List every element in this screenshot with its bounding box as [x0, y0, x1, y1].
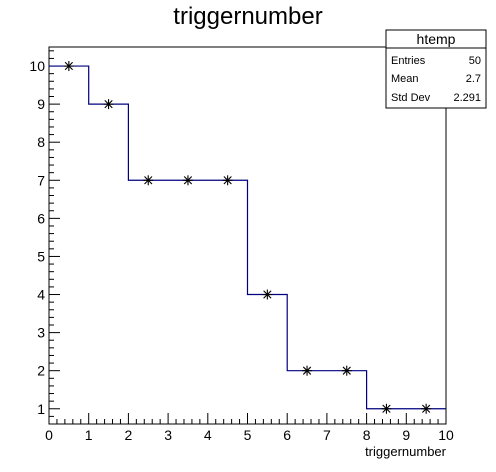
y-tick-label: 1 — [37, 401, 45, 417]
x-tick-label: 8 — [363, 427, 371, 443]
y-tick-label: 6 — [37, 210, 45, 226]
x-tick-label: 1 — [85, 427, 93, 443]
stats-box: htemp Entries 50 Mean 2.7 Std Dev 2.291 — [385, 29, 487, 109]
y-tick-label: 8 — [37, 134, 45, 150]
x-axis-title: triggernumber — [365, 444, 447, 459]
data-markers — [63, 61, 432, 414]
y-tick-label: 3 — [37, 325, 45, 341]
x-axis: 0 1 2 3 4 5 6 7 8 9 10 — [45, 413, 454, 443]
stats-entries-value: 50 — [469, 55, 481, 67]
x-tick-label: 6 — [283, 427, 291, 443]
data-point-marker — [421, 403, 432, 414]
data-point-marker — [381, 403, 392, 414]
data-point-marker — [222, 175, 233, 186]
x-tick-label: 3 — [164, 427, 172, 443]
y-tick-label: 2 — [37, 363, 45, 379]
y-tick-label: 4 — [37, 287, 45, 303]
data-point-marker — [103, 99, 114, 110]
x-tick-label: 10 — [438, 427, 454, 443]
data-point-marker — [182, 175, 193, 186]
x-tick-label: 9 — [402, 427, 410, 443]
stats-mean-value: 2.7 — [466, 73, 481, 85]
x-tick-label: 5 — [244, 427, 252, 443]
histogram-step-line — [49, 65, 446, 410]
y-tick-label: 10 — [29, 58, 45, 74]
data-point-marker — [262, 289, 273, 300]
y-tick-label: 9 — [37, 96, 45, 112]
data-point-marker — [302, 365, 313, 376]
y-tick-label: 5 — [37, 248, 45, 264]
y-axis: 1 2 3 4 5 6 7 8 9 10 — [29, 50, 60, 425]
data-point-marker — [63, 61, 74, 72]
x-tick-label: 2 — [125, 427, 133, 443]
stats-mean-label: Mean — [391, 73, 419, 85]
stats-box-title: htemp — [417, 31, 456, 47]
x-tick-label: 7 — [323, 427, 331, 443]
data-point-marker — [143, 175, 154, 186]
stats-stddev-value: 2.291 — [453, 92, 481, 104]
data-point-marker — [341, 365, 352, 376]
chart-title: triggernumber — [173, 3, 322, 30]
x-tick-label: 4 — [204, 427, 212, 443]
stats-stddev-label: Std Dev — [391, 92, 431, 104]
x-tick-label: 0 — [45, 427, 53, 443]
y-tick-label: 7 — [37, 172, 45, 188]
stats-entries-label: Entries — [391, 55, 426, 67]
